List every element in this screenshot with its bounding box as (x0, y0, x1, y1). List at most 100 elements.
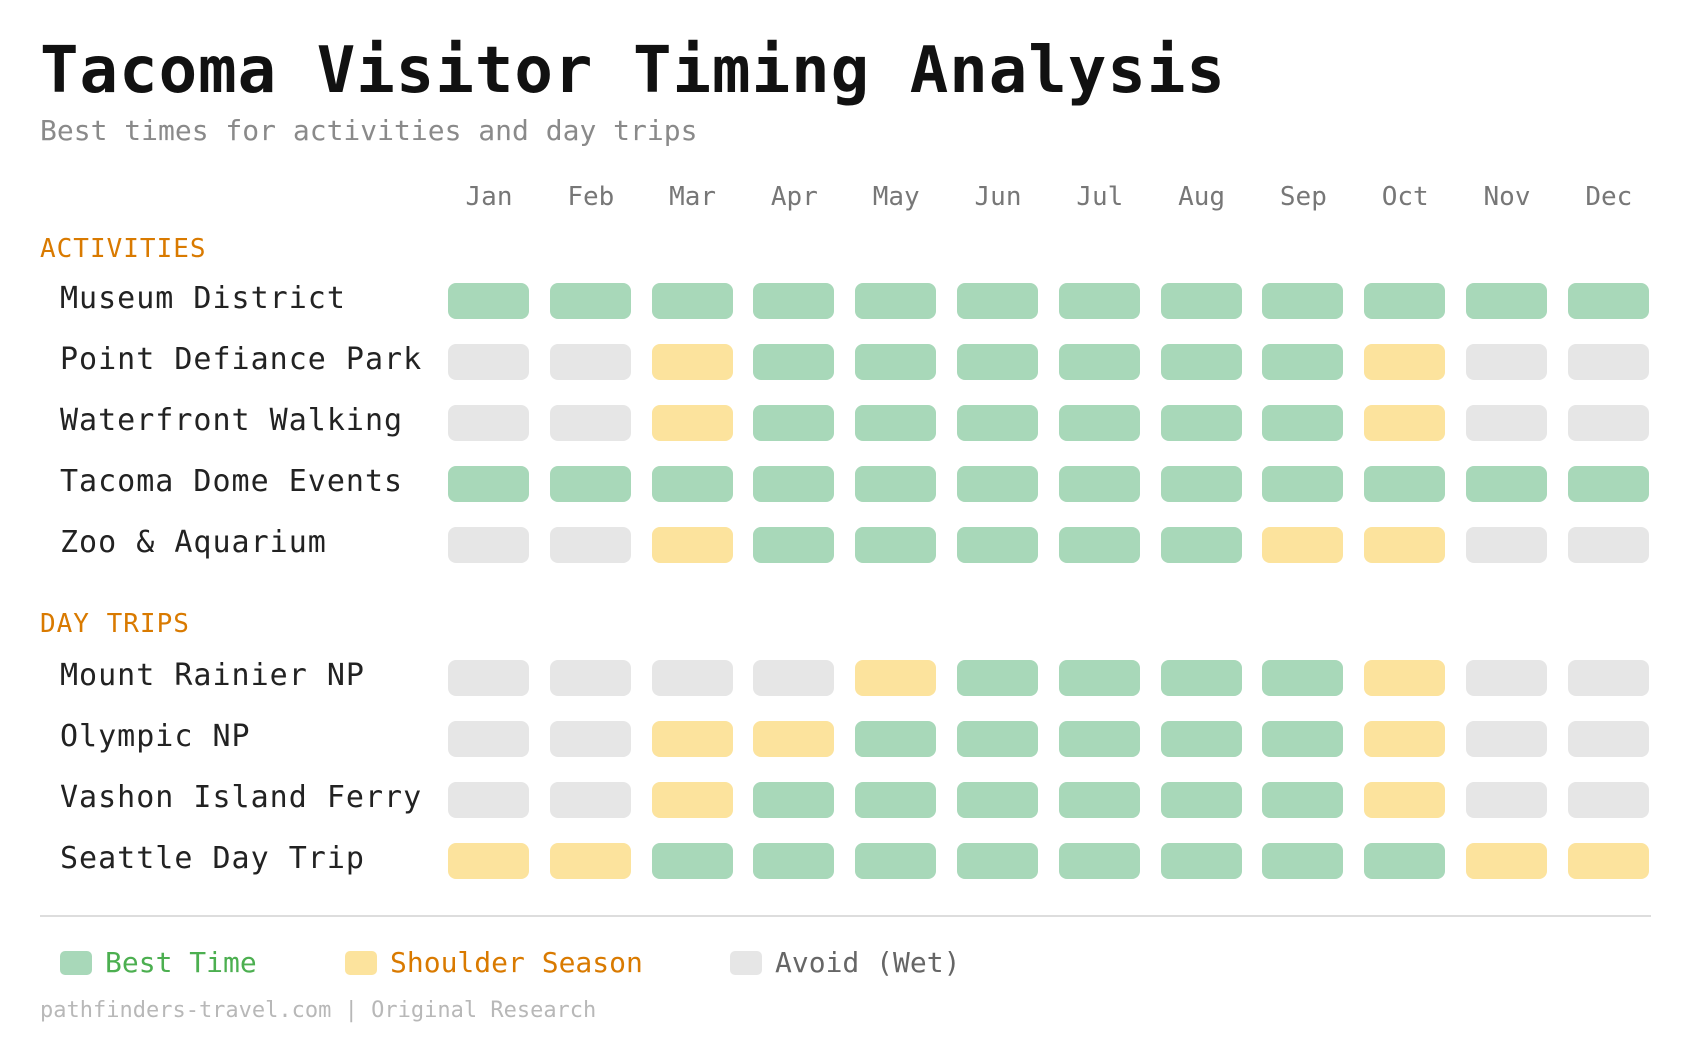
footer-source: pathfinders-travel.com | Original Resear… (40, 998, 597, 1023)
heatmap-cell-shoulder (1262, 527, 1344, 563)
row-label: Vashon Island Ferry (60, 780, 423, 815)
heatmap-cell-shoulder (1364, 660, 1446, 696)
month-label-jul: Jul (1076, 182, 1124, 212)
heatmap-cell-best (1567, 466, 1649, 502)
heatmap-cell-best (448, 466, 529, 502)
heatmap-cell-best (1364, 466, 1446, 502)
heatmap-cell-best (1262, 466, 1344, 502)
heatmap-cell-avoid (1567, 721, 1649, 757)
heatmap-cell-best (855, 466, 937, 502)
heatmap-cell-best (957, 721, 1038, 757)
heatmap-cell-best (1058, 405, 1140, 441)
legend-swatch-avoid (730, 951, 762, 975)
heatmap-cell-shoulder (1364, 782, 1446, 818)
heatmap-cell-avoid (1466, 660, 1547, 696)
heatmap-cell-avoid (1567, 405, 1649, 441)
heatmap-cell-best (1058, 721, 1140, 757)
heatmap-cell-best (1262, 405, 1344, 441)
heatmap-cell-best (651, 843, 733, 879)
heatmap-cell-shoulder (855, 660, 937, 696)
heatmap-cell-avoid (549, 405, 631, 441)
heatmap-cell-best (1160, 721, 1242, 757)
row-label: Seattle Day Trip (60, 841, 365, 876)
heatmap-cell-best (1058, 466, 1140, 502)
month-label-oct: Oct (1381, 182, 1429, 212)
section-label-0: ACTIVITIES (40, 234, 207, 264)
heatmap-cell-best (855, 843, 937, 879)
heatmap-cell-shoulder (448, 843, 529, 879)
heatmap-cell-avoid (448, 721, 529, 757)
heatmap-cell-best (448, 283, 529, 319)
heatmap-cell-shoulder (753, 721, 835, 757)
heatmap-cell-best (1160, 344, 1242, 380)
heatmap-cell-avoid (1567, 782, 1649, 818)
heatmap-cell-shoulder (651, 721, 733, 757)
legend-divider (40, 915, 1651, 917)
legend-swatch-best (60, 951, 92, 975)
heatmap-cell-best (855, 344, 937, 380)
row-label: Museum District (60, 281, 346, 316)
heatmap-cell-best (753, 843, 835, 879)
heatmap-cell-avoid (448, 527, 529, 563)
heatmap-cell-shoulder (549, 843, 631, 879)
section-label-1: DAY TRIPS (40, 609, 190, 639)
heatmap-cell-best (651, 283, 733, 319)
heatmap-cell-avoid (549, 782, 631, 818)
heatmap-cell-best (1160, 843, 1242, 879)
heatmap-cell-shoulder (651, 344, 733, 380)
row-label: Olympic NP (60, 719, 251, 754)
legend-label-avoid: Avoid (Wet) (775, 946, 961, 979)
legend-swatch-shoulder (345, 951, 377, 975)
legend-label-best: Best Time (105, 946, 257, 979)
legend-label-shoulder: Shoulder Season (390, 946, 643, 979)
heatmap-cell-best (957, 466, 1038, 502)
month-label-aug: Aug (1178, 182, 1226, 212)
heatmap-cell-best (1262, 660, 1344, 696)
row-label: Zoo & Aquarium (60, 525, 327, 560)
heatmap-cell-best (1262, 782, 1344, 818)
heatmap-cell-avoid (448, 660, 529, 696)
heatmap-cell-best (855, 527, 937, 563)
heatmap-cell-best (855, 405, 937, 441)
heatmap-cell-avoid (448, 405, 529, 441)
heatmap-cell-avoid (651, 660, 733, 696)
month-label-jun: Jun (974, 182, 1022, 212)
heatmap-cell-best (1262, 721, 1344, 757)
heatmap-cell-best (753, 405, 835, 441)
heatmap-cell-best (1466, 283, 1547, 319)
heatmap-cell-shoulder (1466, 843, 1547, 879)
heatmap-cell-avoid (549, 721, 631, 757)
heatmap-cell-avoid (448, 344, 529, 380)
heatmap-cell-best (1567, 283, 1649, 319)
heatmap-cell-best (1160, 660, 1242, 696)
heatmap-cell-best (753, 782, 835, 818)
heatmap-cell-avoid (1466, 527, 1547, 563)
month-label-dec: Dec (1585, 182, 1633, 212)
month-label-nov: Nov (1483, 182, 1531, 212)
month-label-may: May (872, 182, 920, 212)
month-label-jan: Jan (465, 182, 513, 212)
heatmap-cell-avoid (549, 660, 631, 696)
heatmap-cell-avoid (1567, 527, 1649, 563)
row-label: Point Defiance Park (60, 342, 423, 377)
heatmap-cell-best (1160, 782, 1242, 818)
row-label: Tacoma Dome Events (60, 464, 404, 499)
row-label: Mount Rainier NP (60, 658, 365, 693)
heatmap-cell-shoulder (651, 782, 733, 818)
heatmap-cell-best (753, 283, 835, 319)
heatmap-cell-best (1058, 283, 1140, 319)
heatmap-cell-best (753, 527, 835, 563)
heatmap-cell-best (1160, 527, 1242, 563)
heatmap-cell-best (1058, 660, 1140, 696)
heatmap-cell-best (549, 466, 631, 502)
heatmap-cell-best (1262, 843, 1344, 879)
chart-title: Tacoma Visitor Timing Analysis (40, 34, 1226, 108)
heatmap-cell-best (957, 843, 1038, 879)
heatmap-cell-best (1262, 344, 1344, 380)
heatmap-cell-best (1160, 405, 1242, 441)
heatmap-cell-best (1466, 466, 1547, 502)
heatmap-cell-best (1058, 843, 1140, 879)
heatmap-cell-avoid (1466, 344, 1547, 380)
heatmap-cell-avoid (549, 527, 631, 563)
month-label-feb: Feb (567, 182, 615, 212)
